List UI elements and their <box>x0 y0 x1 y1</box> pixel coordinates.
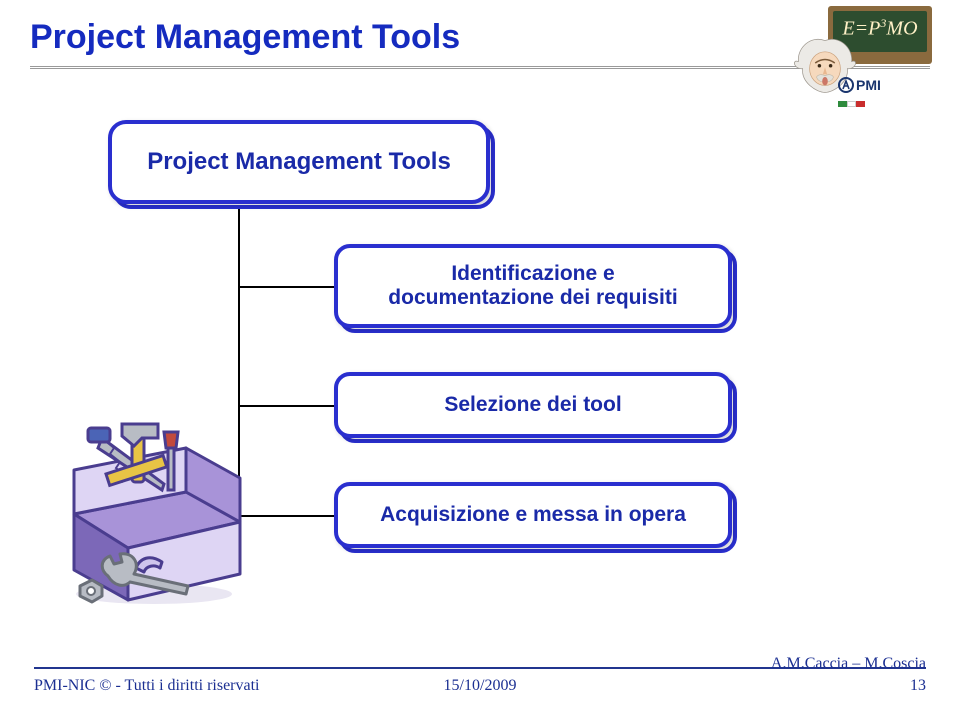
node1-line1: Identificazione e <box>352 262 714 286</box>
pmi-logo-mark: PMI <box>838 76 888 94</box>
node1-line2: documentazione dei requisiti <box>352 286 714 310</box>
pmi-text: PMI <box>856 77 881 93</box>
italy-flag-icon <box>838 101 888 107</box>
flag-white <box>847 101 856 107</box>
node-identification: Identificazione e documentazione dei req… <box>334 244 732 328</box>
flag-green <box>838 101 847 107</box>
footer: PMI-NIC © - Tutti i diritti riservati 15… <box>34 677 926 695</box>
page-title: Project Management Tools <box>30 18 460 57</box>
toolbox-icon <box>44 418 254 608</box>
footer-authors: A.M.Caccia – M.Coscia <box>771 655 926 673</box>
node2-label: Selezione dei tool <box>352 393 714 417</box>
pmi-logo: PMI <box>838 76 888 107</box>
connector-h1 <box>238 286 334 288</box>
node-selection: Selezione dei tool <box>334 372 732 438</box>
root-node: Project Management Tools <box>108 120 490 204</box>
formula-suffix: MO <box>886 18 917 40</box>
node3-label: Acquisizione e messa in opera <box>352 503 714 527</box>
flag-red <box>856 101 865 107</box>
connector-h2 <box>238 405 334 407</box>
root-label: Project Management Tools <box>126 148 472 176</box>
slide: Project Management Tools E=P3MO PMI <box>0 0 960 713</box>
footer-center: 15/10/2009 <box>34 677 926 695</box>
node-acquisition: Acquisizione e messa in opera <box>334 482 732 548</box>
node1-label: Identificazione e documentazione dei req… <box>352 262 714 310</box>
